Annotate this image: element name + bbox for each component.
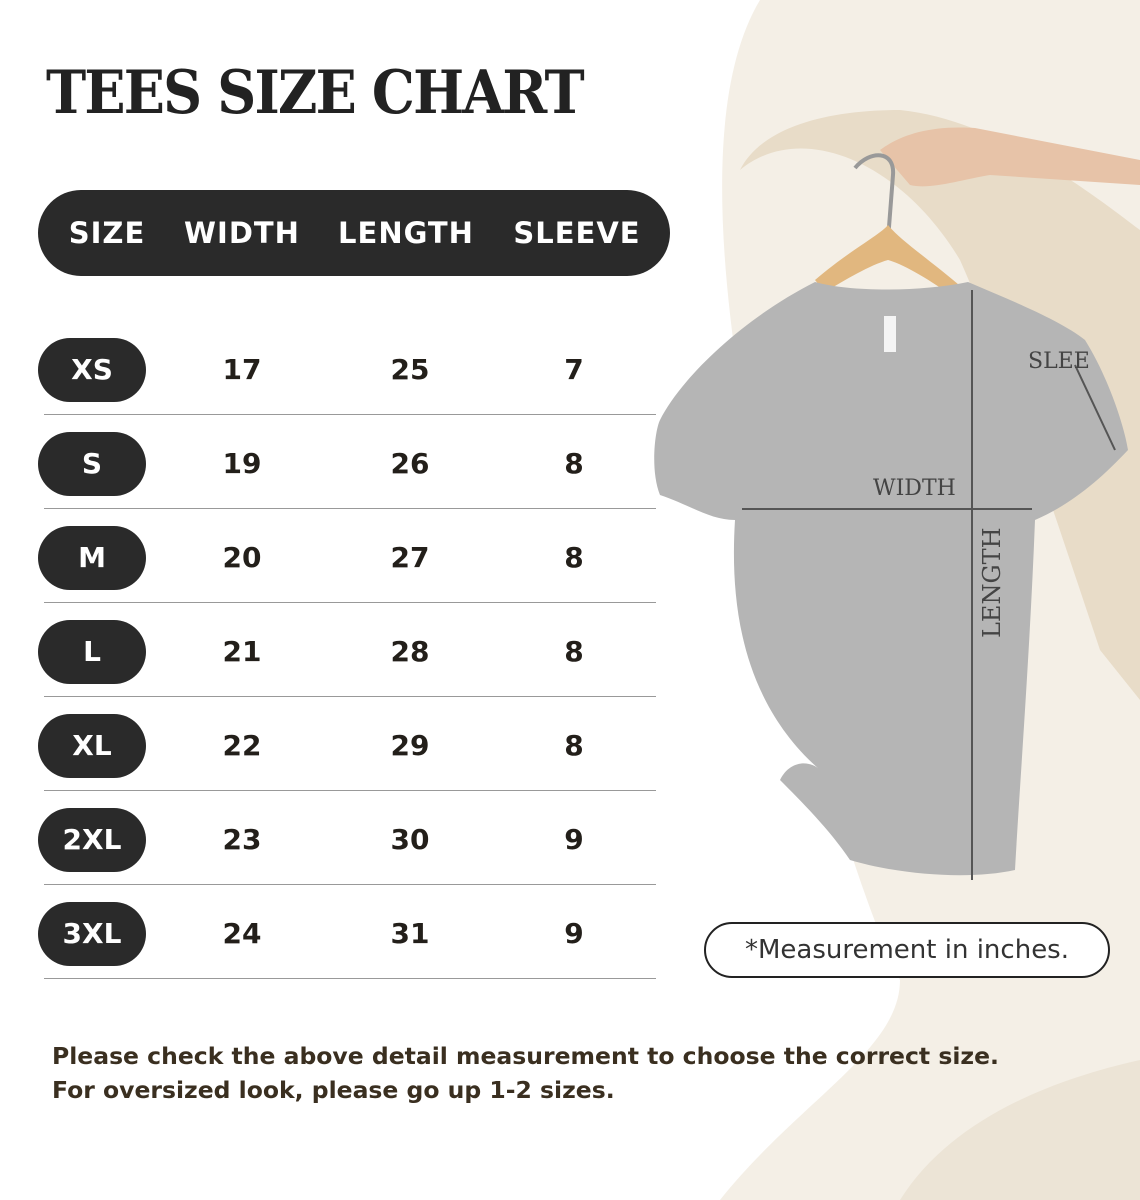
shirt-tag	[884, 316, 896, 352]
table-row: 2XL 23 30 9	[0, 792, 670, 886]
arm	[880, 127, 1140, 187]
sleeve-cell: 8	[564, 729, 584, 762]
sleeve-cell: 9	[564, 823, 584, 856]
length-cell: 31	[390, 917, 430, 950]
hanger-hook	[853, 153, 896, 241]
width-cell: 20	[222, 541, 262, 574]
row-divider	[44, 696, 656, 697]
size-pill: L	[38, 620, 146, 684]
table-row: 3XL 24 31 9	[0, 886, 670, 980]
header-length: LENGTH	[338, 216, 474, 250]
length-cell: 29	[390, 729, 430, 762]
table-row: L 21 28 8	[0, 604, 670, 698]
background-brush-stroke	[900, 1060, 1140, 1200]
width-cell: 23	[222, 823, 262, 856]
row-divider	[44, 978, 656, 979]
sleeve-cell: 8	[564, 635, 584, 668]
header-width: WIDTH	[184, 216, 300, 250]
size-pill: 2XL	[38, 808, 146, 872]
size-pill: M	[38, 526, 146, 590]
sleeve-cell: 7	[564, 353, 584, 386]
row-divider	[44, 884, 656, 885]
width-cell: 19	[222, 447, 262, 480]
sleeve-cell: 8	[564, 447, 584, 480]
sleeve-cell: 8	[564, 541, 584, 574]
size-pill: XL	[38, 714, 146, 778]
header-size: SIZE	[68, 216, 146, 250]
sleeve-label: SLEE	[1028, 349, 1090, 374]
size-pill: XS	[38, 338, 146, 402]
row-divider	[44, 602, 656, 603]
sleeve-arrow	[1074, 364, 1116, 451]
length-cell: 28	[390, 635, 430, 668]
page-title: TEES SIZE CHART	[46, 58, 585, 128]
width-label: WIDTH	[873, 476, 956, 501]
footer-line-1: Please check the above detail measuremen…	[52, 1042, 999, 1070]
width-cell: 22	[222, 729, 262, 762]
length-cell: 26	[390, 447, 430, 480]
sleeve-cell: 9	[564, 917, 584, 950]
table-row: S 19 26 8	[0, 416, 670, 510]
background-brush-stroke	[740, 110, 1140, 700]
size-pill: S	[38, 432, 146, 496]
row-divider	[44, 790, 656, 791]
length-cell: 27	[390, 541, 430, 574]
shirt	[654, 282, 1128, 876]
length-label: LENGTH	[978, 527, 1006, 638]
row-divider	[44, 414, 656, 415]
table-row: XL 22 29 8	[0, 698, 670, 792]
width-cell: 24	[222, 917, 262, 950]
table-row: M 20 27 8	[0, 510, 670, 604]
width-cell: 21	[222, 635, 262, 668]
length-cell: 25	[390, 353, 430, 386]
table-row: XS 17 25 7	[0, 322, 670, 416]
measurement-note: *Measurement in inches.	[704, 922, 1110, 978]
footer-line-2: For oversized look, please go up 1-2 siz…	[52, 1076, 615, 1104]
size-pill: 3XL	[38, 902, 146, 966]
table-header: SIZE WIDTH LENGTH SLEEVE	[38, 190, 670, 276]
row-divider	[44, 508, 656, 509]
width-cell: 17	[222, 353, 262, 386]
header-sleeve: SLEEVE	[513, 216, 641, 250]
length-cell: 30	[390, 823, 430, 856]
